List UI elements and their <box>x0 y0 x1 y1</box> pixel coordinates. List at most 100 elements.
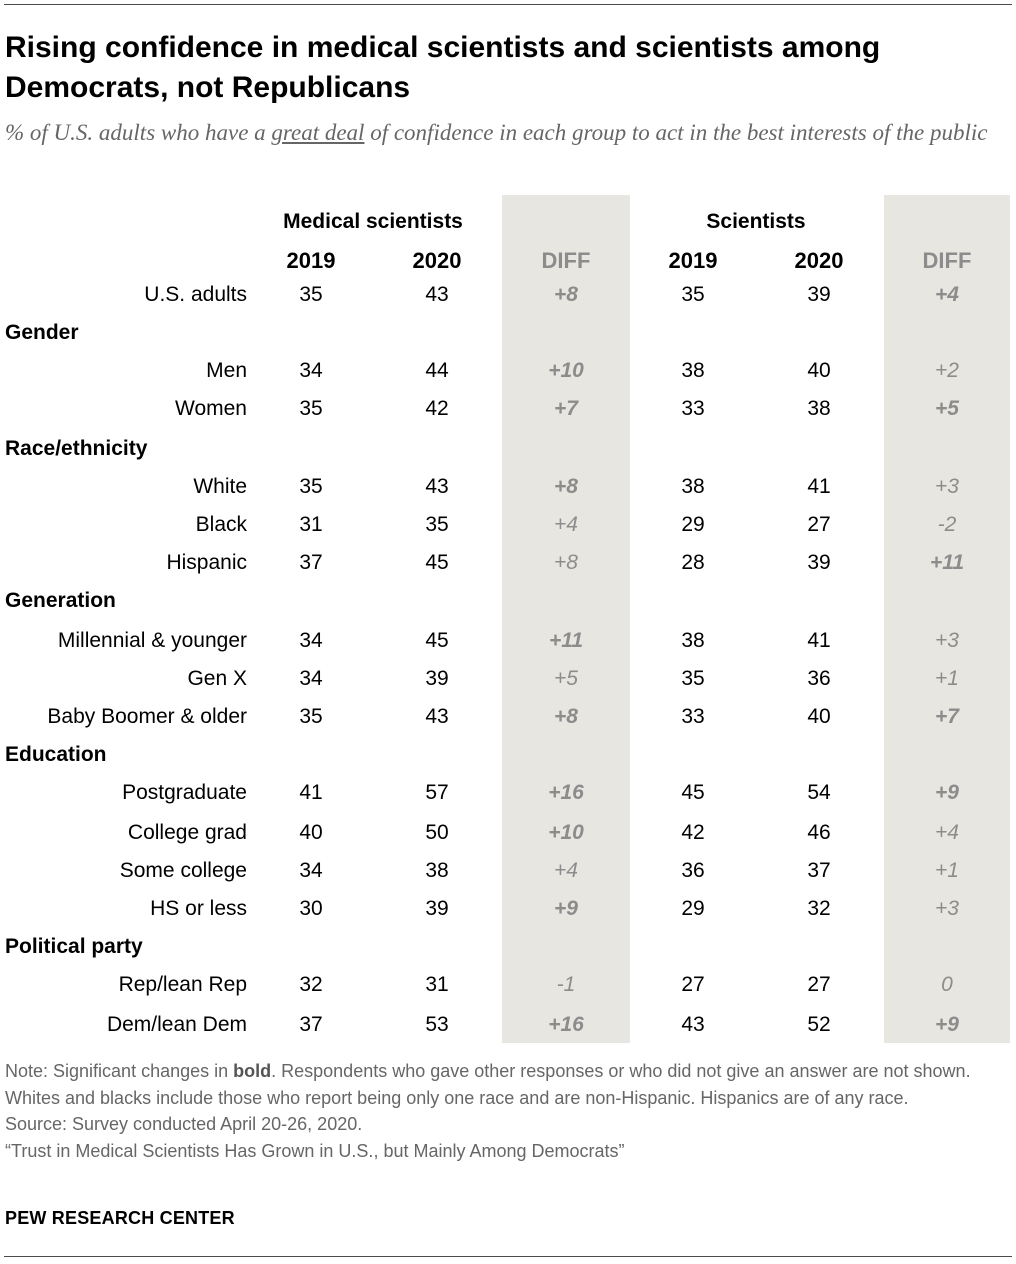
med-2019-header: 2019 <box>286 248 336 273</box>
med-2020-header: 2020 <box>412 248 462 273</box>
sci-2019-cell: 38 <box>681 359 705 382</box>
sci-2019-cell: 36 <box>681 859 705 882</box>
sci-diff-cell: +3 <box>935 629 959 652</box>
table-row: Dem/lean Dem 37 53 +16 43 52 +9 <box>0 1010 1016 1040</box>
row-label: Men <box>206 359 247 382</box>
table-row: White 35 43 +8 38 41 +3 <box>0 472 1016 502</box>
med-2019-cell: 34 <box>299 629 323 652</box>
sci-2020-cell: 39 <box>807 551 831 574</box>
med-2020-cell: 43 <box>425 705 449 728</box>
table-row: Rep/lean Rep 32 31 -1 27 27 0 <box>0 970 1016 1000</box>
medical-diff-band <box>502 195 630 1043</box>
med-diff-cell: +8 <box>554 705 578 728</box>
table-row: Some college 34 38 +4 36 37 +1 <box>0 856 1016 886</box>
report-title: “Trust in Medical Scientists Has Grown i… <box>5 1140 625 1161</box>
sci-diff-cell: +9 <box>935 781 959 804</box>
sci-2020-header: 2020 <box>794 248 844 273</box>
table-row: Gen X 34 39 +5 35 36 +1 <box>0 664 1016 694</box>
row-label: Hispanic <box>166 551 247 574</box>
med-diff-cell: +4 <box>554 513 578 536</box>
sci-2019-cell: 43 <box>681 1013 705 1036</box>
row-label: Baby Boomer & older <box>47 705 247 728</box>
med-2019-cell: 35 <box>299 283 323 306</box>
section-label: Race/ethnicity <box>5 437 148 460</box>
row-label: U.S. adults <box>144 283 247 306</box>
table-row: Millennial & younger 34 45 +11 38 41 +3 <box>0 626 1016 656</box>
med-2019-cell: 34 <box>299 859 323 882</box>
med-diff-cell: +5 <box>554 667 578 690</box>
med-2020-cell: 45 <box>425 629 449 652</box>
row-label: Millennial & younger <box>57 629 247 652</box>
section-header-row: Race/ethnicity <box>0 434 1016 464</box>
med-2019-cell: 35 <box>299 705 323 728</box>
sci-2020-cell: 40 <box>807 705 831 728</box>
sci-2019-header: 2019 <box>668 248 718 273</box>
table-row: Postgraduate 41 57 +16 45 54 +9 <box>0 778 1016 808</box>
table-row: Men 34 44 +10 38 40 +2 <box>0 356 1016 386</box>
med-2020-cell: 42 <box>425 397 449 420</box>
chart-subtitle: % of U.S. adults who have a great deal o… <box>5 120 988 145</box>
med-diff-cell: +11 <box>548 629 584 652</box>
sci-2020-cell: 36 <box>807 667 831 690</box>
sci-2020-cell: 46 <box>807 821 831 844</box>
row-label: Gen X <box>187 667 247 690</box>
table-row: Hispanic 37 45 +8 28 39 +11 <box>0 548 1016 578</box>
sci-2019-cell: 38 <box>681 629 705 652</box>
sci-2020-cell: 37 <box>807 859 831 882</box>
row-label: College grad <box>127 821 247 844</box>
section-header-row: Gender <box>0 318 1016 348</box>
section-header-row: Political party <box>0 932 1016 962</box>
table-row: Women 35 42 +7 33 38 +5 <box>0 394 1016 424</box>
sci-diff-cell: +5 <box>935 397 959 420</box>
med-2019-cell: 31 <box>299 513 323 536</box>
section-label: Political party <box>5 935 143 958</box>
sci-2020-cell: 54 <box>807 781 831 804</box>
row-label: Rep/lean Rep <box>118 973 247 996</box>
sci-diff-cell: +4 <box>935 283 959 306</box>
sci-diff-cell: +3 <box>935 475 959 498</box>
med-diff-header: DIFF <box>541 248 591 273</box>
sci-2020-cell: 52 <box>807 1013 831 1036</box>
section-label: Gender <box>5 321 79 344</box>
med-diff-cell: +8 <box>554 283 578 306</box>
sci-2020-cell: 40 <box>807 359 831 382</box>
pew-logo-text: PEW RESEARCH CENTER <box>5 1208 235 1228</box>
sci-diff-cell: +1 <box>935 859 959 882</box>
med-2020-cell: 57 <box>425 781 449 804</box>
section-label: Education <box>5 743 107 766</box>
scientists-diff-band <box>884 195 1010 1043</box>
row-label: White <box>193 475 247 498</box>
sci-2019-cell: 35 <box>681 667 705 690</box>
sci-diff-cell: +2 <box>935 359 959 382</box>
med-2020-cell: 31 <box>425 973 449 996</box>
sci-diff-cell: +4 <box>935 821 959 844</box>
table-row: College grad 40 50 +10 42 46 +4 <box>0 818 1016 848</box>
sci-diff-cell: +11 <box>929 551 965 574</box>
row-label: Black <box>195 513 247 536</box>
sci-diff-header: DIFF <box>922 248 972 273</box>
med-diff-cell: +8 <box>554 475 578 498</box>
med-2019-cell: 30 <box>299 897 323 920</box>
sci-2019-cell: 33 <box>681 705 705 728</box>
med-diff-cell: +8 <box>554 551 578 574</box>
sci-2020-cell: 39 <box>807 283 831 306</box>
sci-2019-cell: 42 <box>681 821 705 844</box>
sci-diff-cell: 0 <box>941 973 953 996</box>
sci-2019-cell: 28 <box>681 551 705 574</box>
med-diff-cell: +4 <box>554 859 578 882</box>
sci-2019-cell: 38 <box>681 475 705 498</box>
med-diff-cell: +9 <box>554 897 578 920</box>
med-diff-cell: +7 <box>554 397 578 420</box>
med-2020-cell: 39 <box>425 897 449 920</box>
scientists-header: Scientists <box>706 210 806 233</box>
sci-2019-cell: 27 <box>681 973 705 996</box>
section-header-row: Generation <box>0 586 1016 616</box>
sci-2019-cell: 45 <box>681 781 705 804</box>
med-2019-cell: 37 <box>299 1013 323 1036</box>
sci-2020-cell: 27 <box>807 513 831 536</box>
med-diff-cell: +10 <box>548 821 584 844</box>
med-2019-cell: 34 <box>299 667 323 690</box>
row-label: Women <box>175 397 247 420</box>
chart-notes: Note: Significant changes in bold. Respo… <box>5 1058 1010 1164</box>
row-label: Postgraduate <box>122 781 247 804</box>
